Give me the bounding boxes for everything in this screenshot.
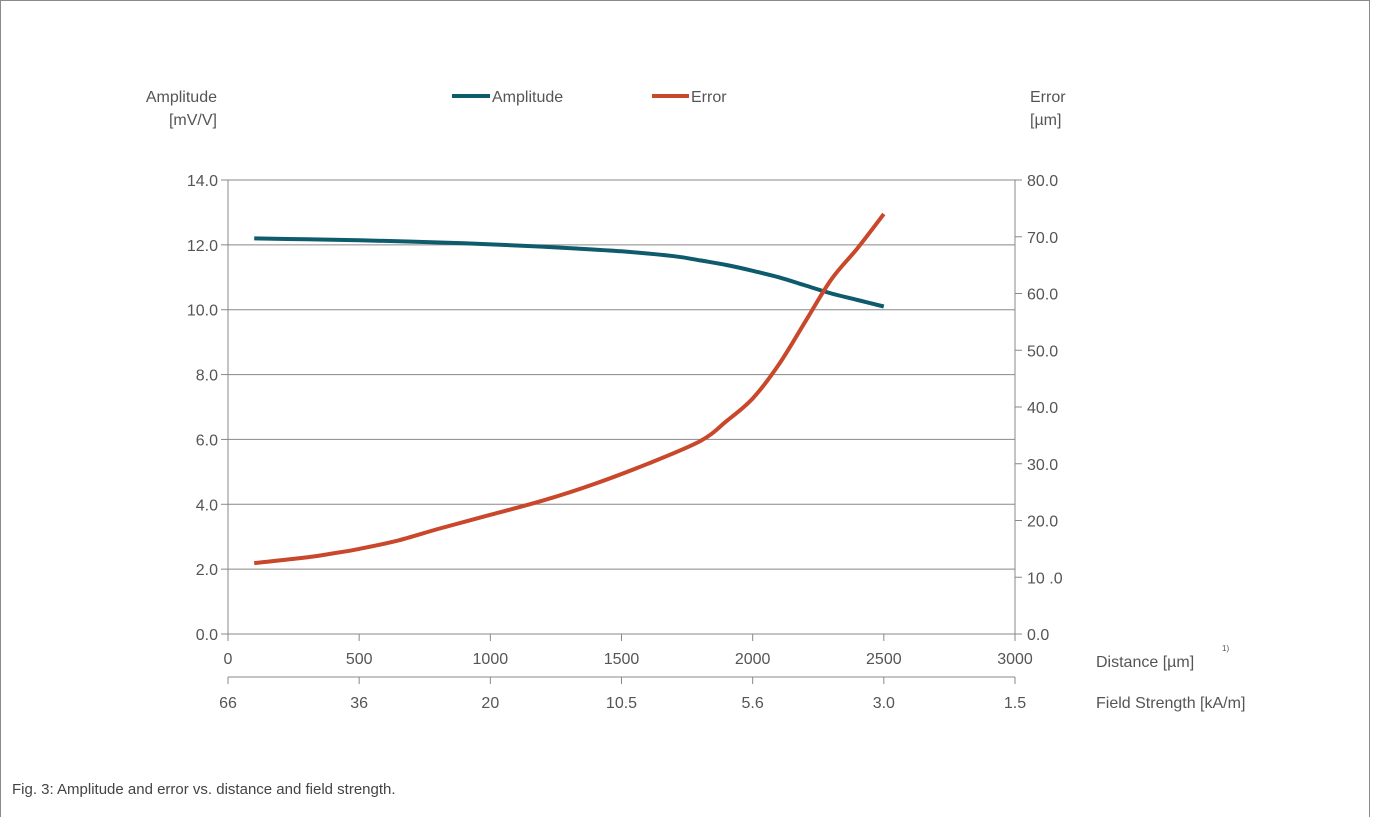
left-tick-label: 0.0 (196, 627, 218, 644)
legend-amplitude-label: Amplitude (492, 89, 563, 106)
x2-tick-label: 3.0 (873, 695, 895, 712)
left-axis-label-line1: Amplitude (146, 89, 217, 106)
figure-caption: Fig. 3: Amplitude and error vs. distance… (12, 781, 396, 798)
left-tick-label: 8.0 (196, 368, 218, 385)
x2-tick-label: 10.5 (606, 695, 637, 712)
right-tick-label: 80.0 (1027, 173, 1058, 190)
x-axis-footnote: 1) (1222, 644, 1229, 653)
left-tick-label: 10.0 (187, 303, 218, 320)
x2-tick-label: 36 (350, 695, 368, 712)
right-tick-label: 70.0 (1027, 230, 1058, 247)
right-tick-label: 20.0 (1027, 514, 1058, 531)
left-tick-label: 14.0 (187, 173, 218, 190)
x-tick-label: 3000 (997, 651, 1033, 668)
right-tick-label: 40.0 (1027, 400, 1058, 417)
left-tick-label: 12.0 (187, 238, 218, 255)
legend: Amplitude Error (452, 89, 727, 106)
x-tick-label: 2500 (866, 651, 902, 668)
x-tick-label: 1000 (473, 651, 509, 668)
right-axis-label-line2: [µm] (1030, 112, 1061, 129)
x-tick-label: 1500 (604, 651, 640, 668)
legend-error-label: Error (691, 89, 727, 106)
x-axis-label: Distance [µm] (1096, 654, 1194, 671)
series-layer (253, 212, 886, 566)
x2-axis-label: Field Strength [kA/m] (1096, 695, 1245, 712)
right-tick-label: 10 .0 (1027, 570, 1063, 587)
right-axis-label-line1: Error (1030, 89, 1066, 106)
x-tick-label: 500 (346, 651, 373, 668)
left-tick-label: 6.0 (196, 432, 218, 449)
x2-tick-label: 5.6 (742, 695, 764, 712)
right-tick-label: 30.0 (1027, 457, 1058, 474)
right-tick-label: 0.0 (1027, 627, 1049, 644)
left-axis-label-line2: [mV/V] (169, 112, 217, 129)
left-tick-label: 2.0 (196, 562, 218, 579)
right-tick-label: 50.0 (1027, 343, 1058, 360)
x2-tick-label: 1.5 (1004, 695, 1026, 712)
axes: 0.0 2.0 4.0 6.0 8.0 10.0 12.0 14.0 0.0 10 .0 20.0 3… (187, 173, 1063, 712)
right-tick-label: 60.0 (1027, 287, 1058, 304)
x2-tick-label: 20 (481, 695, 499, 712)
x2-tick-label: 66 (219, 695, 237, 712)
left-tick-label: 4.0 (196, 497, 218, 514)
axis-labels: Amplitude [mV/V] Error [µm] Distance [µm… (146, 89, 1246, 712)
x-tick-label: 0 (224, 651, 233, 668)
grid-lines (228, 179, 1015, 570)
series-line-amplitude (254, 236, 885, 309)
x-tick-label: 2000 (735, 651, 771, 668)
series-line-error (253, 212, 886, 566)
